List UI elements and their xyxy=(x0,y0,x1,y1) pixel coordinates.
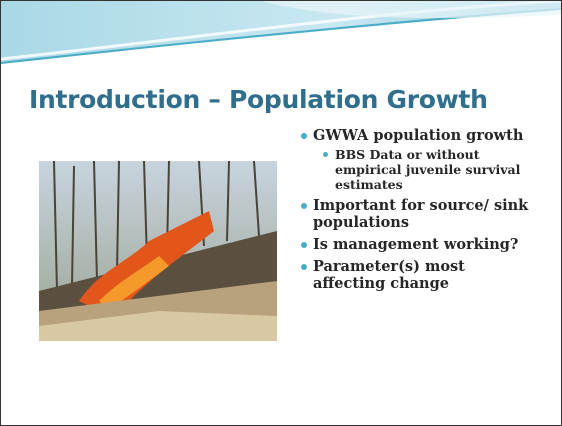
bullet-text: GWWA population growth xyxy=(313,127,523,144)
slide-title: Introduction – Population Growth xyxy=(29,85,488,114)
bullet: Parameter(s) most affecting change xyxy=(301,258,541,292)
bullet: GWWA population growth BBS Data or withou… xyxy=(301,127,541,192)
header-wave xyxy=(1,1,561,81)
sub-bullet-list: BBS Data or without empirical juvenile s… xyxy=(313,147,541,192)
bullet-list: GWWA population growth BBS Data or withou… xyxy=(301,127,541,297)
bullet: Is management working? xyxy=(301,236,541,253)
slide: Introduction – Population Growth GWWA po… xyxy=(0,0,562,426)
sub-bullet: BBS Data or without empirical juvenile s… xyxy=(323,147,541,192)
bullet: Important for source/ sink populations xyxy=(301,197,541,231)
page: Introduction – Population Growth GWWA po… xyxy=(0,0,562,426)
bullet-text: Important for source/ sink populations xyxy=(313,197,528,231)
photo xyxy=(39,161,277,341)
bullet-text: Parameter(s) most affecting change xyxy=(313,258,465,292)
bullet-text: Is management working? xyxy=(313,236,518,253)
